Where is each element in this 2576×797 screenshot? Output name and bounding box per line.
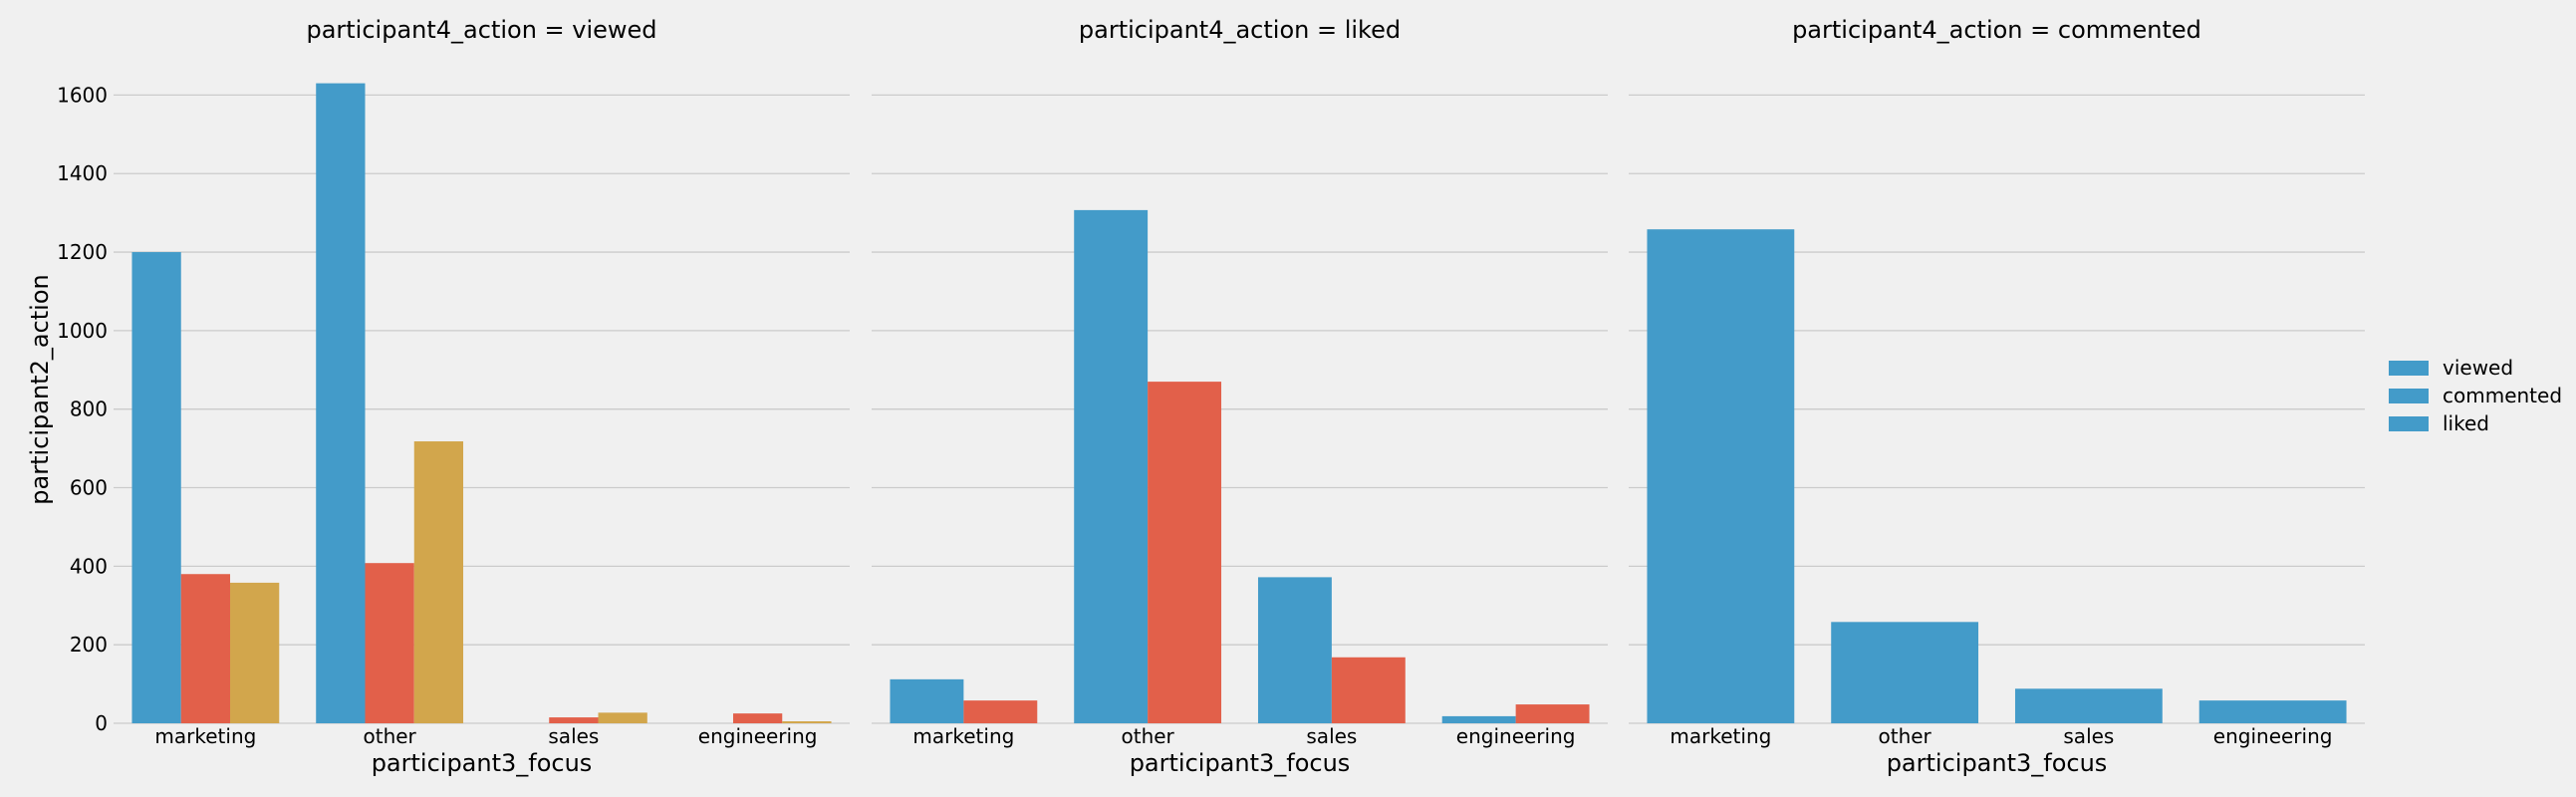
x-tick-label: engineering [698,724,818,748]
x-axis-label: participant3_focus [1887,749,2108,777]
bar-commented-sales [1331,657,1406,723]
x-tick-label: engineering [2213,724,2333,748]
bar-commented-marketing [963,700,1038,723]
bar-commented-sales [549,717,599,723]
y-tick-label: 0 [95,711,108,735]
x-tick-label: sales [548,724,599,748]
bar-commented-engineering [732,713,783,723]
legend-label-commented: commented [2443,384,2562,407]
y-tick-label: 800 [70,398,108,421]
bar-viewed-sales [1257,577,1332,723]
bar-liked-sales [598,712,647,723]
bar-viewed-marketing [890,678,964,723]
bar-commented-other [1148,382,1222,723]
bar-commented-other [365,563,414,723]
bar-liked-marketing [230,582,280,723]
panel-title: participant4_action = viewed [306,16,656,44]
bar-viewed-other [316,83,366,723]
y-tick-label: 200 [70,633,108,657]
y-tick-label: 1600 [57,83,108,107]
y-tick-label: 400 [70,554,108,578]
x-tick-label: marketing [154,724,256,748]
y-tick-label: 1000 [57,319,108,343]
x-tick-label: marketing [912,724,1014,748]
legend-label-viewed: viewed [2443,356,2513,380]
bar-commented-marketing [180,574,231,723]
bar-viewed-engineering [1441,715,1516,723]
bar-viewed-other [1074,209,1149,723]
bar-liked-engineering [782,721,832,723]
x-tick-label: other [1878,724,1932,748]
bar-viewed-marketing [1647,229,1795,723]
panel-title: participant4_action = commented [1792,16,2201,44]
x-axis-label: participant3_focus [372,749,593,777]
x-tick-label: marketing [1670,724,1771,748]
panel-title: participant4_action = liked [1079,16,1401,44]
bar-commented-engineering [1515,704,1590,723]
bar-viewed-sales [2014,688,2163,723]
x-axis-label: participant3_focus [1130,749,1351,777]
x-tick-label: sales [1306,724,1357,748]
x-tick-label: engineering [1456,724,1576,748]
legend-swatch-commented [2389,389,2429,403]
legend-label-liked: liked [2443,411,2489,435]
x-tick-label: sales [2063,724,2114,748]
y-tick-label: 1200 [57,240,108,264]
bar-viewed-other [1831,622,1979,723]
legend-swatch-viewed [2389,361,2429,376]
bar-viewed-marketing [131,252,181,723]
y-axis-label: participant2_action [26,274,54,504]
x-tick-label: other [1121,724,1174,748]
bar-liked-other [413,441,464,723]
x-tick-label: other [363,724,416,748]
bar-viewed-engineering [2198,700,2347,723]
y-tick-label: 1400 [57,161,108,185]
y-tick-label: 600 [70,476,108,500]
legend-swatch-liked [2389,416,2429,431]
